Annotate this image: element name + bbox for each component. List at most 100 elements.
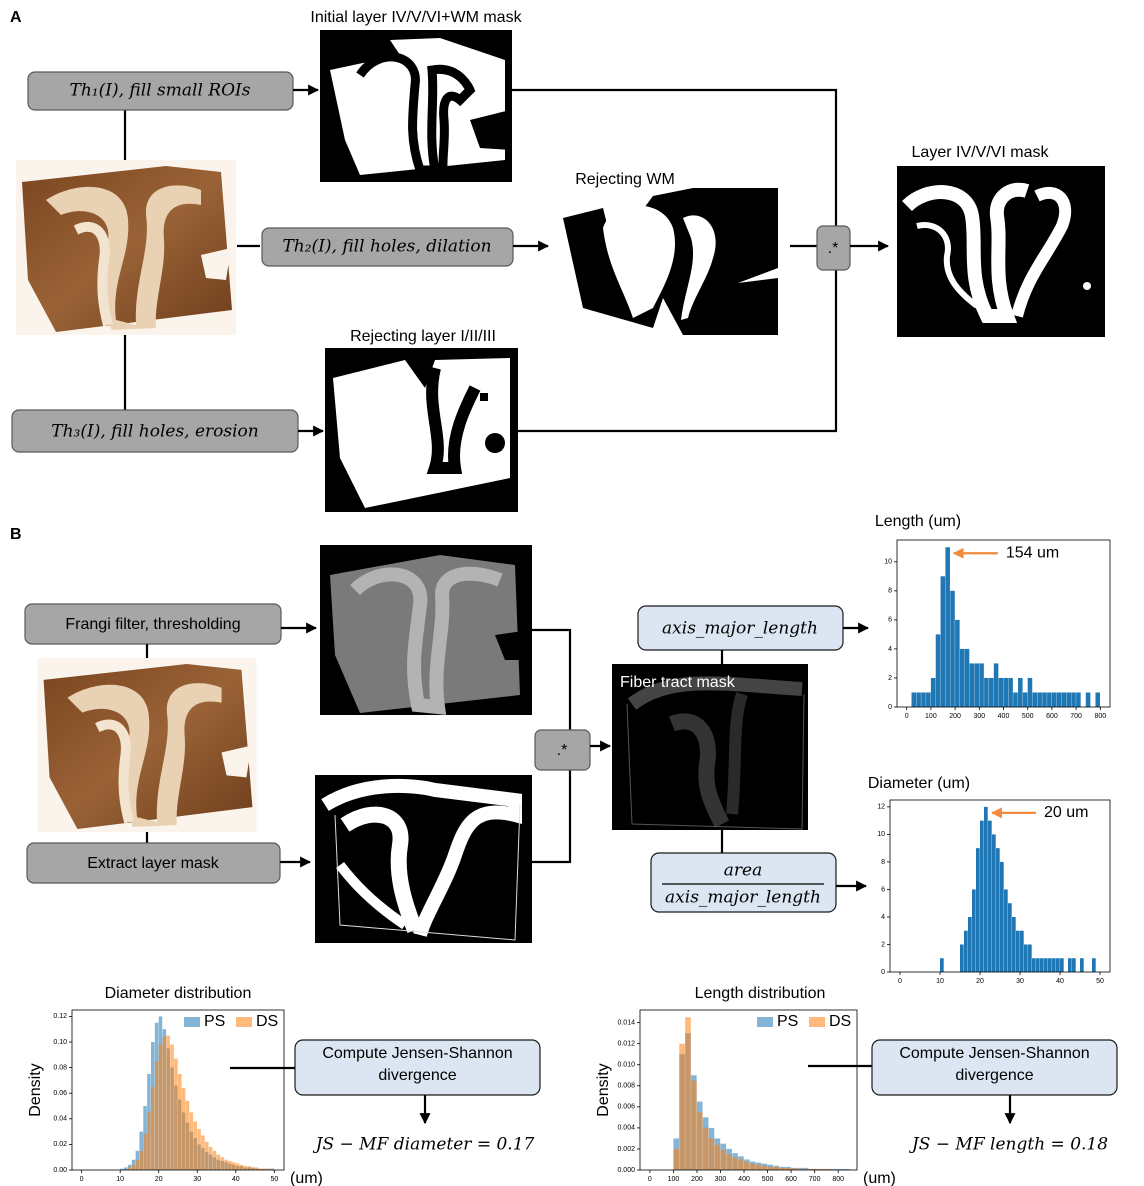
bar <box>217 1155 221 1170</box>
y-tick-label: 10 <box>884 559 892 566</box>
process-text: Extract layer mask <box>87 855 220 872</box>
chart-title: Length (um) <box>875 513 961 530</box>
x-tick-label: 0 <box>905 713 909 720</box>
y-tick-label: 0 <box>888 704 892 711</box>
x-tick-label: 50 <box>270 1176 278 1183</box>
y-tick-label: 0.06 <box>53 1090 67 1097</box>
bar <box>1036 958 1040 972</box>
x-tick-label: 30 <box>193 1176 201 1183</box>
bar <box>190 1112 194 1170</box>
annotation: 154 um <box>1006 544 1059 561</box>
x-tick-label: 300 <box>715 1176 727 1183</box>
bar <box>940 958 944 972</box>
x-tick-label: 20 <box>155 1176 163 1183</box>
y-tick-label: 12 <box>877 804 885 811</box>
bar <box>1018 678 1023 707</box>
y-tick-label: 0.006 <box>617 1104 635 1111</box>
tissue-image <box>16 160 236 335</box>
bar <box>224 1160 228 1170</box>
x-tick-label: 600 <box>1046 713 1058 720</box>
y-tick-label: 0.10 <box>53 1039 67 1046</box>
bar <box>1076 692 1081 707</box>
bar <box>996 848 1000 972</box>
bar <box>720 1150 726 1170</box>
bar <box>679 1044 685 1170</box>
connector <box>532 630 570 730</box>
x-tick-label: 0 <box>898 978 902 985</box>
bar <box>1048 958 1052 972</box>
chart-title: Length distribution <box>695 985 826 1002</box>
legend-swatch <box>757 1017 773 1027</box>
bar <box>147 1112 151 1170</box>
bar <box>989 678 994 707</box>
image-title: Rejecting layer I/II/III <box>350 328 496 345</box>
connector <box>532 770 570 862</box>
process-text: Th₂(I), fill holes, dilation <box>282 237 491 257</box>
y-tick-label: 0.008 <box>617 1083 635 1090</box>
bar <box>186 1101 190 1170</box>
x-tick-label: 600 <box>785 1176 797 1183</box>
x-tick-label: 0 <box>80 1176 84 1183</box>
bar <box>1023 692 1028 707</box>
y-tick-label: 8 <box>888 588 892 595</box>
bar <box>773 1167 779 1170</box>
operator: .* <box>557 742 568 759</box>
bar <box>1072 958 1076 972</box>
process-text: Th₃(I), fill holes, erosion <box>51 422 259 442</box>
bar <box>715 1145 721 1170</box>
bar <box>984 807 988 972</box>
bar <box>1044 958 1048 972</box>
bar <box>1056 958 1060 972</box>
bar <box>166 1036 170 1170</box>
bar <box>244 1166 248 1170</box>
bar <box>921 692 926 707</box>
bar <box>685 1017 691 1170</box>
x-tick-label: 300 <box>973 713 985 720</box>
bar <box>1008 903 1012 972</box>
bar <box>139 1151 143 1170</box>
bar <box>1037 692 1042 707</box>
y-tick-label: 0.000 <box>617 1167 635 1174</box>
x-tick-label: 700 <box>1070 713 1082 720</box>
bar <box>980 821 984 972</box>
x-tick-label: 100 <box>925 713 937 720</box>
bar <box>159 1045 163 1170</box>
bar <box>1080 958 1084 972</box>
bar <box>197 1129 201 1170</box>
bar <box>750 1164 756 1170</box>
bar <box>1032 958 1036 972</box>
y-tick-label: 0.014 <box>617 1019 635 1026</box>
bar <box>703 1128 709 1170</box>
y-tick-label: 6 <box>888 617 892 624</box>
bar <box>732 1157 738 1170</box>
bar <box>912 692 917 707</box>
bar <box>209 1147 213 1170</box>
bar <box>132 1165 136 1170</box>
feature-text: axis_major_length <box>665 888 821 908</box>
bar <box>768 1167 774 1170</box>
y-tick-label: 0.004 <box>617 1125 635 1132</box>
feature-text: area <box>724 861 762 881</box>
x-tick-label: 40 <box>1056 978 1064 985</box>
bar <box>236 1164 240 1170</box>
bar <box>691 1081 697 1170</box>
image-title: Fiber tract mask <box>620 674 736 691</box>
bar <box>205 1142 209 1170</box>
bar <box>1028 944 1032 972</box>
bar <box>974 663 979 707</box>
bar <box>1008 678 1013 707</box>
x-tick-label: 200 <box>691 1176 703 1183</box>
legend-swatch <box>236 1017 252 1027</box>
bar <box>1012 917 1016 972</box>
bar <box>709 1138 715 1170</box>
x-tick-label: 500 <box>762 1176 774 1183</box>
x-tick-label: 10 <box>116 1176 124 1183</box>
mask-image <box>563 188 778 335</box>
bar <box>1062 692 1067 707</box>
bar <box>964 931 968 972</box>
bar <box>1000 862 1004 972</box>
bar <box>960 649 965 707</box>
bar <box>155 1061 159 1170</box>
bar <box>926 692 931 707</box>
mask-image <box>897 166 1105 337</box>
